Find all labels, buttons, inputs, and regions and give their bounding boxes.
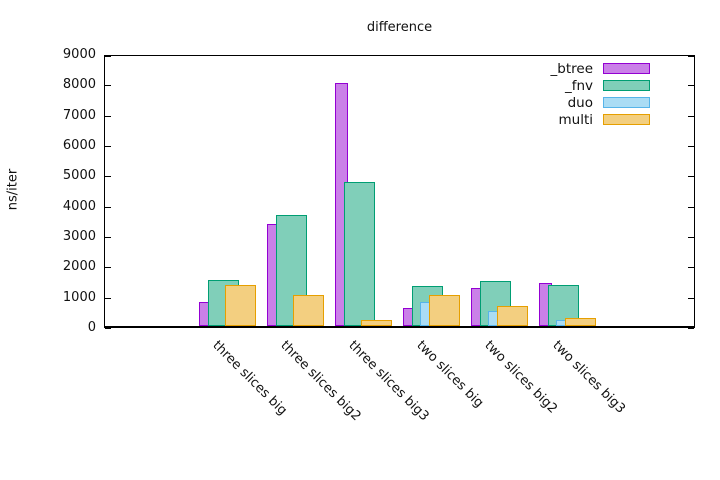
legend-label: _btree xyxy=(550,60,593,77)
y-tick-mark xyxy=(688,85,694,86)
y-tick-label: 5000 xyxy=(62,168,96,184)
y-tick-mark xyxy=(688,56,694,57)
y-tick-label: 9000 xyxy=(62,47,96,62)
legend: _btree _fnv duo multi xyxy=(550,60,650,130)
legend-swatch xyxy=(603,80,650,91)
y-tick-mark xyxy=(105,146,111,147)
legend-label: duo xyxy=(567,94,593,111)
bar-multi-6 xyxy=(565,318,596,326)
y-tick-mark xyxy=(688,237,694,238)
legend-row: multi xyxy=(551,111,650,128)
y-tick-mark xyxy=(105,328,111,329)
y-tick-mark xyxy=(105,267,111,268)
y-tick-label: 0 xyxy=(87,320,96,335)
legend-swatch xyxy=(603,97,650,108)
y-axis-label: ns/iter xyxy=(5,168,21,211)
y-tick-label: 1000 xyxy=(62,289,96,305)
y-tick-label: 2000 xyxy=(62,259,96,275)
y-tick-mark xyxy=(688,328,694,329)
bar-multi-2 xyxy=(293,295,324,326)
bar-fnv-3 xyxy=(344,182,375,326)
bar-multi-5 xyxy=(497,306,528,326)
y-tick-label: 3000 xyxy=(62,229,96,244)
x-category-label: three slices big xyxy=(209,338,290,419)
legend-row: duo xyxy=(551,94,650,111)
legend-label: _fnv xyxy=(564,77,593,94)
y-tick-mark xyxy=(688,298,694,299)
y-tick-mark xyxy=(105,116,111,117)
legend-swatch xyxy=(603,63,650,74)
legend-swatch xyxy=(603,114,650,125)
y-tick-mark xyxy=(688,176,694,177)
y-tick-mark xyxy=(688,207,694,208)
y-tick-mark xyxy=(105,207,111,208)
y-tick-mark xyxy=(688,116,694,117)
y-tick-mark xyxy=(105,176,111,177)
bar-multi-4 xyxy=(429,295,460,326)
x-category-label: two slices big xyxy=(413,338,487,411)
chart-title: difference xyxy=(366,20,433,35)
x-category-label: two slices big3 xyxy=(549,338,629,417)
bar-multi-3 xyxy=(361,320,392,326)
y-tick-mark xyxy=(105,237,111,238)
legend-label: multi xyxy=(558,111,593,128)
y-tick-label: 6000 xyxy=(62,138,96,153)
y-tick-label: 4000 xyxy=(62,198,96,214)
y-tick-mark xyxy=(105,298,111,299)
y-tick-mark xyxy=(105,56,111,57)
x-category-label: two slices big2 xyxy=(481,338,561,417)
y-tick-label: 7000 xyxy=(62,107,96,123)
y-tick-label: 8000 xyxy=(62,77,96,93)
legend-row: _fnv xyxy=(551,77,650,94)
y-tick-mark xyxy=(688,146,694,147)
y-tick-mark xyxy=(688,267,694,268)
y-tick-mark xyxy=(105,85,111,86)
legend-row: _btree xyxy=(550,60,650,77)
plot-area xyxy=(104,55,695,329)
bar-multi-1 xyxy=(225,285,256,326)
